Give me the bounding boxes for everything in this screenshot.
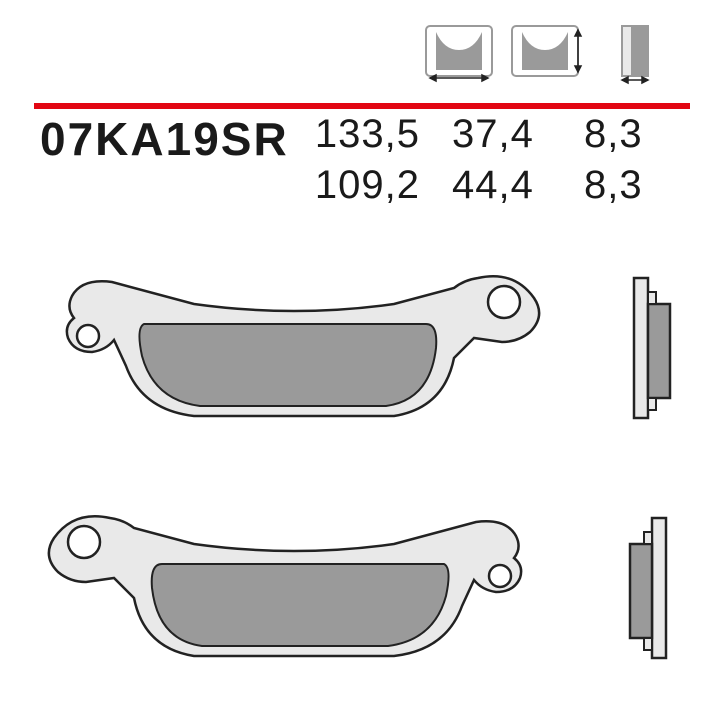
divider-red — [34, 96, 690, 102]
page: 07KA19SR 133,5 37,4 8,3 109,2 44,4 8,3 — [0, 0, 724, 724]
dim-h-1: 37,4 — [452, 112, 552, 157]
dimension-table: 133,5 37,4 8,3 109,2 44,4 8,3 — [315, 112, 684, 208]
pad1-side — [610, 258, 690, 438]
dim-t-2: 8,3 — [584, 163, 684, 208]
dim-width-icon — [420, 18, 498, 84]
pad2-side — [610, 498, 690, 678]
dim-height-icon — [506, 18, 584, 84]
pad-row-1 — [34, 258, 690, 438]
dim-row-2: 109,2 44,4 8,3 — [315, 163, 684, 208]
part-number: 07KA19SR — [40, 112, 305, 208]
header-icon-row — [420, 18, 670, 84]
pad2-front — [34, 498, 554, 678]
dim-h-2: 44,4 — [452, 163, 552, 208]
dim-w-2: 109,2 — [315, 163, 420, 208]
drawings-region — [34, 238, 690, 690]
pad1-front — [34, 258, 554, 438]
data-row: 07KA19SR 133,5 37,4 8,3 109,2 44,4 8,3 — [40, 112, 684, 208]
dim-row-1: 133,5 37,4 8,3 — [315, 112, 684, 157]
dim-t-1: 8,3 — [584, 112, 684, 157]
dim-thick-icon — [592, 18, 670, 84]
dim-w-1: 133,5 — [315, 112, 420, 157]
pad-row-2 — [34, 498, 690, 678]
